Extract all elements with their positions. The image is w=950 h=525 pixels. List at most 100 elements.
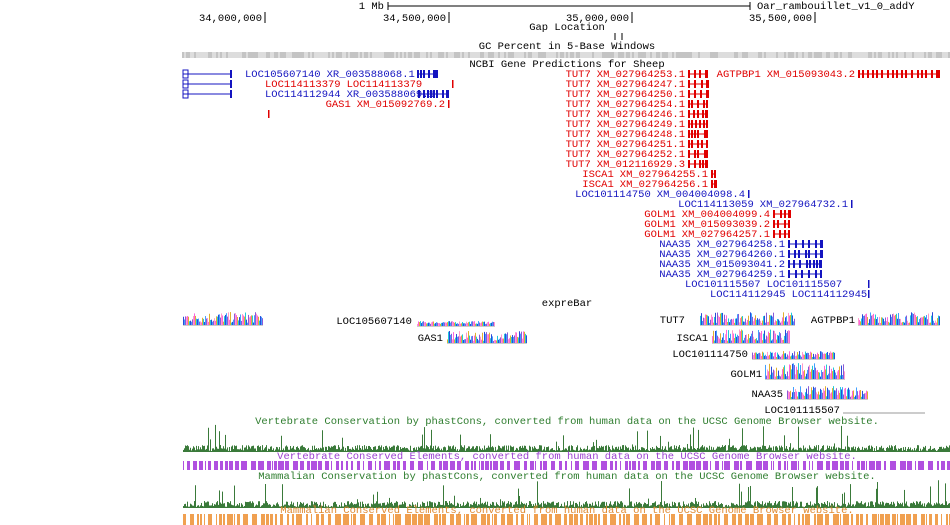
conservation-wiggle	[629, 450, 630, 452]
conservation-wiggle	[417, 450, 418, 452]
conserved-element	[580, 514, 583, 525]
gene-exon	[892, 70, 894, 78]
conservation-wiggle	[460, 503, 461, 508]
conserved-element	[715, 461, 719, 470]
expr-bar	[786, 333, 787, 343]
expr-bar	[817, 352, 818, 359]
expr-bar	[492, 336, 493, 343]
gene-exon	[816, 260, 818, 268]
expr-bar	[846, 396, 847, 399]
expr-bar	[867, 317, 868, 325]
conservation-wiggle	[828, 448, 829, 452]
expr-bar	[927, 319, 928, 325]
conservation-wiggle	[833, 446, 834, 452]
conservation-wiggle	[687, 443, 688, 452]
gene-exon	[703, 100, 705, 108]
conservation-wiggle	[616, 505, 617, 508]
conservation-wiggle	[811, 448, 812, 452]
conserved-element	[610, 514, 616, 525]
conservation-wiggle	[318, 448, 319, 452]
conservation-wiggle	[280, 506, 281, 508]
conservation-wiggle	[668, 441, 669, 452]
expr-bar	[253, 322, 254, 325]
expr-bar	[836, 375, 837, 379]
conservation-wiggle	[257, 505, 258, 508]
expr-bar	[838, 370, 839, 379]
expr-bar	[833, 386, 834, 399]
conserved-element	[757, 514, 763, 525]
gene-exon	[699, 120, 701, 128]
gene-exon	[773, 220, 775, 228]
conservation-wiggle	[854, 449, 855, 452]
expr-bar	[469, 321, 470, 326]
expr-bar	[742, 316, 743, 325]
conservation-wiggle	[556, 502, 557, 508]
conservation-wiggle	[264, 448, 265, 452]
expr-bar	[763, 333, 764, 343]
conservation-wiggle	[314, 445, 315, 452]
conservation-wiggle	[835, 448, 836, 452]
conservation-wiggle	[725, 445, 726, 452]
expr-bar	[739, 329, 740, 343]
track-title: Vertebrate Conservation by phastCons, co…	[255, 416, 879, 428]
expr-bar	[526, 335, 527, 343]
conservation-wiggle	[736, 503, 737, 508]
conservation-wiggle	[546, 447, 547, 452]
conservation-wiggle	[710, 449, 711, 452]
conservation-wiggle	[859, 448, 860, 452]
conservation-wiggle	[825, 449, 826, 452]
conserved-element	[709, 514, 712, 525]
gene-name: NAA35	[659, 269, 691, 281]
conserved-element	[214, 461, 218, 470]
conservation-wiggle	[872, 501, 873, 508]
conservation-wiggle	[892, 446, 893, 452]
conservation-wiggle	[585, 502, 586, 508]
conservation-wiggle	[478, 504, 479, 508]
gene-exon	[442, 90, 444, 98]
conservation-wiggle	[275, 449, 276, 452]
conservation-wiggle	[203, 506, 204, 508]
expr-bar	[765, 322, 766, 325]
expr-bar	[803, 394, 804, 399]
expr-bar	[470, 339, 471, 343]
gene-accession: XM_015092769.2	[357, 99, 445, 111]
expr-bar	[855, 395, 856, 399]
gene-label: LOC114113379 LOC114113379	[265, 79, 422, 91]
conservation-wiggle	[639, 502, 640, 508]
gene-exon	[788, 250, 790, 258]
conservation-wiggle	[467, 501, 468, 508]
expr-bar	[760, 353, 761, 359]
conservation-wiggle	[904, 489, 905, 508]
conservation-wiggle	[204, 445, 205, 452]
conserved-element	[929, 514, 932, 525]
conservation-wiggle	[571, 445, 572, 452]
expr-bar	[824, 390, 825, 399]
conservation-wiggle	[511, 446, 512, 452]
conserved-element	[199, 461, 203, 470]
conservation-wiggle	[588, 450, 589, 452]
expr-bar	[765, 364, 766, 379]
track-title: Vertebrate Conserved Elements, converted…	[277, 451, 857, 463]
gene-exon	[820, 240, 822, 248]
conserved-element	[331, 461, 332, 470]
expr-bar	[467, 323, 468, 326]
conservation-wiggle	[439, 448, 440, 452]
expr-bar	[722, 337, 723, 343]
expr-bar	[474, 321, 475, 326]
ruler-label: 35,000,000	[566, 13, 629, 25]
expr-bar	[711, 314, 712, 325]
expr-bar	[250, 316, 251, 325]
gene-accession: LOC114113379	[347, 79, 423, 91]
conservation-wiggle	[422, 501, 423, 508]
expr-bar	[776, 321, 777, 325]
conservation-wiggle	[365, 448, 366, 452]
expr-bar	[186, 316, 187, 325]
conservation-wiggle	[881, 504, 882, 508]
conservation-wiggle	[298, 448, 299, 452]
conservation-wiggle	[597, 447, 598, 452]
expr-bar	[795, 389, 796, 399]
conservation-wiggle	[464, 505, 465, 508]
expr-bar	[502, 338, 503, 343]
expr-bar	[448, 331, 449, 343]
expr-bar	[782, 354, 783, 359]
